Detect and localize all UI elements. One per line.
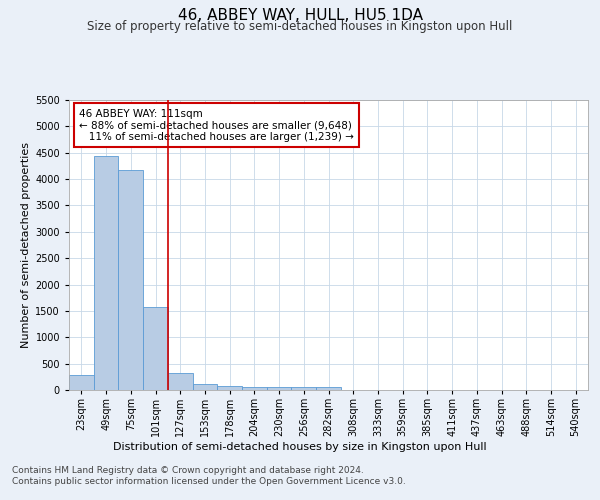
Bar — [168, 373, 193, 390]
Bar — [267, 387, 292, 390]
Text: Distribution of semi-detached houses by size in Kingston upon Hull: Distribution of semi-detached houses by … — [113, 442, 487, 452]
Bar — [94, 156, 118, 390]
Bar — [193, 384, 217, 390]
Text: 46, ABBEY WAY, HULL, HU5 1DA: 46, ABBEY WAY, HULL, HU5 1DA — [178, 8, 422, 22]
Bar — [316, 388, 341, 390]
Text: Contains HM Land Registry data © Crown copyright and database right 2024.: Contains HM Land Registry data © Crown c… — [12, 466, 364, 475]
Y-axis label: Number of semi-detached properties: Number of semi-detached properties — [21, 142, 31, 348]
Bar — [217, 386, 242, 390]
Bar — [242, 386, 267, 390]
Text: 46 ABBEY WAY: 111sqm
← 88% of semi-detached houses are smaller (9,648)
   11% of: 46 ABBEY WAY: 111sqm ← 88% of semi-detac… — [79, 108, 354, 142]
Bar — [143, 307, 168, 390]
Bar — [292, 386, 316, 390]
Text: Contains public sector information licensed under the Open Government Licence v3: Contains public sector information licen… — [12, 478, 406, 486]
Bar — [118, 170, 143, 390]
Bar — [69, 375, 94, 390]
Text: Size of property relative to semi-detached houses in Kingston upon Hull: Size of property relative to semi-detach… — [88, 20, 512, 33]
